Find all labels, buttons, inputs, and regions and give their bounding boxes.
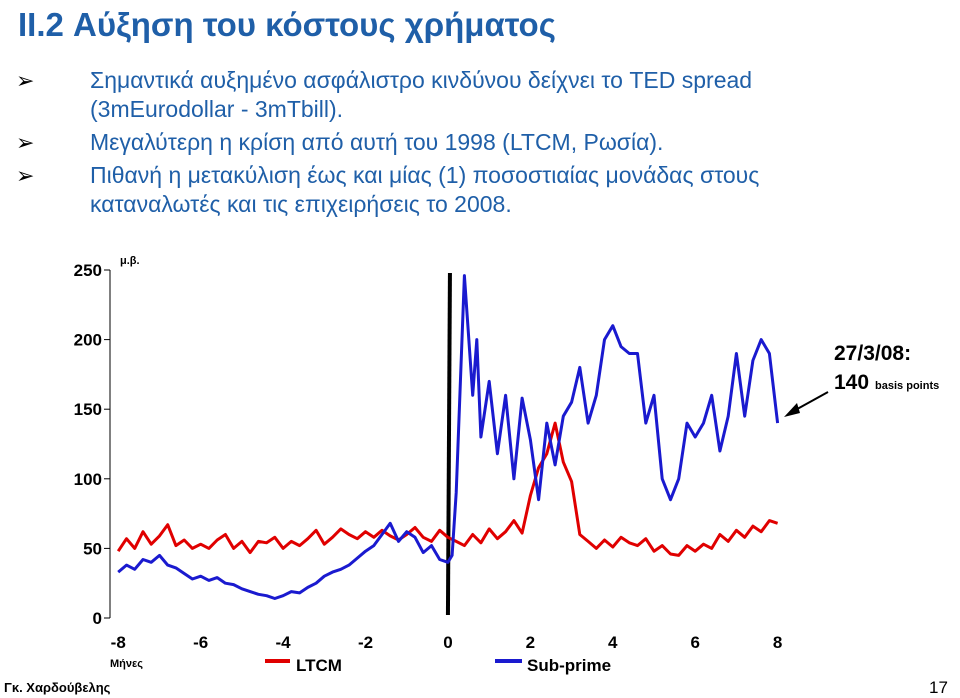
x-tick-label: -6 xyxy=(193,633,208,652)
bullet-line: Μεγαλύτερη η κρίση από αυτή του 1998 (LT… xyxy=(90,129,664,155)
x-tick-label: -8 xyxy=(111,633,126,652)
annotation-unit: basis points xyxy=(875,380,940,392)
axes-layer xyxy=(104,269,452,619)
x-tick-label: 4 xyxy=(608,633,618,652)
y-tick-label: 150 xyxy=(74,400,102,419)
crisis-marker-line xyxy=(445,272,452,616)
bullet-line: (3mEurodollar - 3mTbill). xyxy=(90,96,344,122)
arrow-bullet-icon: ➢ xyxy=(16,130,35,155)
y-tick-label: 0 xyxy=(93,609,102,628)
x-tick-label: 6 xyxy=(690,633,699,652)
labels-layer: 0 50 100 150 200 250 -8 -6 -4 -2 0 2 4 6 8 μ.β. Μήνες xyxy=(74,255,783,670)
page-title: II.2 Αύξηση του κόστους χρήματος xyxy=(18,6,556,43)
bullet-item: ➢ Μεγαλύτερη η κρίση από αυτή του 1998 (… xyxy=(0,128,960,157)
page-number: 17 xyxy=(929,678,948,697)
series-layer xyxy=(116,274,780,600)
x-tick-label: -4 xyxy=(276,633,292,652)
bullet-item: ➢ Σημαντικά αυξημένο ασφάλιστρο κινδύνου… xyxy=(0,66,960,124)
y-tick-label: 50 xyxy=(83,539,102,558)
x-axis-label: Μήνες xyxy=(110,658,143,670)
legend: LTCM Sub-prime xyxy=(265,656,611,675)
series-line-ltcm xyxy=(116,421,779,557)
arrow-bullet-icon: ➢ xyxy=(16,163,35,188)
bullet-line: Πιθανή η μετακύλιση έως και μίας (1) ποσ… xyxy=(90,162,760,188)
bullet-item: ➢ Πιθανή η μετακύλιση έως και μίας (1) π… xyxy=(0,161,960,219)
legend-label-ltcm: LTCM xyxy=(296,656,342,675)
annotation-value-box: 140 basis points xyxy=(834,371,939,395)
legend-label-sub-prime: Sub-prime xyxy=(527,656,611,675)
y-tick-label: 250 xyxy=(74,261,102,280)
series-line-sub-prime xyxy=(117,274,780,600)
x-tick-label: 0 xyxy=(443,633,452,652)
bullet-line: Σημαντικά αυξημένο ασφάλιστρο κινδύνου δ… xyxy=(90,67,753,93)
annotation-value: 140 xyxy=(834,371,870,394)
x-tick-label: 2 xyxy=(526,633,535,652)
author-footer: Γκ. Χαρδούβελης xyxy=(4,680,111,695)
bullet-line: καταναλωτές και τις επιχειρήσεις το 2008… xyxy=(90,191,512,217)
x-tick-label: 8 xyxy=(773,633,782,652)
annotation-arrow xyxy=(784,391,829,417)
y-tick-label: 100 xyxy=(74,470,102,489)
arrow-bullet-icon: ➢ xyxy=(16,68,35,93)
y-axis-label: μ.β. xyxy=(120,255,140,267)
y-tick-label: 200 xyxy=(74,331,102,350)
x-tick-label: -2 xyxy=(358,633,373,652)
bullet-list: ➢ Σημαντικά αυξημένο ασφάλιστρο κινδύνου… xyxy=(0,66,960,223)
annotation-date: 27/3/08: xyxy=(834,342,912,365)
